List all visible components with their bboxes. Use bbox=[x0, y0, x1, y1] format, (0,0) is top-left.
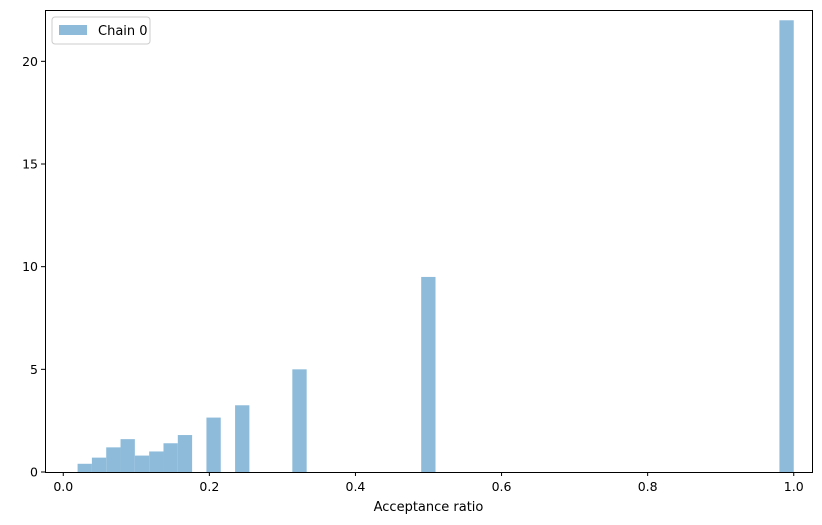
histogram-bar-2 bbox=[106, 447, 121, 472]
histogram-bars bbox=[77, 20, 794, 473]
y-tick-label-3: 15 bbox=[22, 157, 38, 172]
histogram-bar-1 bbox=[91, 457, 107, 472]
histogram-bar-8 bbox=[206, 417, 221, 472]
legend: Chain 0 bbox=[51, 16, 151, 45]
legend-swatch bbox=[59, 25, 87, 35]
histogram-bar-12 bbox=[779, 20, 794, 473]
histogram-bar-4 bbox=[134, 455, 150, 472]
x-tick-label-4: 0.8 bbox=[638, 479, 658, 494]
x-tick-label-3: 0.6 bbox=[492, 479, 512, 494]
histogram-bar-5 bbox=[149, 451, 164, 472]
x-tick-label-1: 0.2 bbox=[199, 479, 219, 494]
plot-frame bbox=[45, 10, 813, 473]
y-axis-ticks: 0 5 10 15 20 bbox=[22, 54, 45, 480]
histogram-bar-6 bbox=[163, 443, 178, 472]
x-tick-label-5: 1.0 bbox=[784, 479, 804, 494]
x-tick-label-2: 0.4 bbox=[346, 479, 366, 494]
histogram-bar-10 bbox=[292, 369, 307, 472]
y-tick-label-4: 20 bbox=[22, 54, 38, 69]
legend-label-chain-0: Chain 0 bbox=[98, 24, 148, 39]
x-axis-ticks: 0.0 0.2 0.4 0.6 0.8 1.0 bbox=[53, 472, 804, 494]
histogram-bar-7 bbox=[177, 435, 193, 472]
histogram-bar-0 bbox=[77, 463, 92, 472]
y-tick-label-0: 0 bbox=[30, 465, 38, 480]
y-tick-label-2: 10 bbox=[22, 259, 38, 274]
legend-box bbox=[51, 16, 151, 45]
histogram-bar-11 bbox=[421, 276, 436, 472]
y-tick-label-1: 5 bbox=[30, 362, 38, 377]
histogram-bar-9 bbox=[235, 405, 250, 472]
x-axis-label: Acceptance ratio bbox=[374, 500, 484, 515]
histogram-bar-3 bbox=[120, 439, 135, 472]
x-tick-label-0: 0.0 bbox=[53, 479, 73, 494]
